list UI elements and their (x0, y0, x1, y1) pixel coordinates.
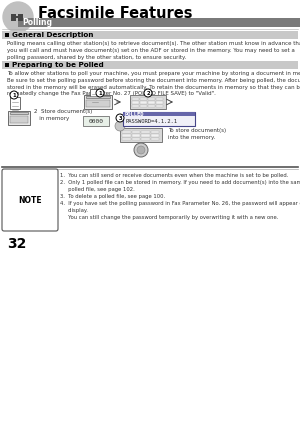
Bar (140, 101, 147, 104)
Bar (132, 105, 139, 107)
Bar (148, 101, 155, 104)
Bar (151, 134, 159, 137)
Text: 0000: 0000 (88, 119, 104, 124)
Bar (132, 101, 139, 104)
Bar (86, 96, 110, 98)
Bar (132, 98, 139, 100)
Bar (122, 138, 130, 140)
Bar (156, 105, 163, 107)
Bar (5, 62, 9, 66)
Bar (120, 128, 162, 142)
Bar (151, 138, 159, 140)
Text: Polling: Polling (22, 18, 52, 27)
Bar (123, 112, 195, 116)
Bar (140, 105, 147, 107)
Bar (84, 95, 112, 109)
Bar (141, 134, 149, 137)
Text: Facsimile Features: Facsimile Features (38, 6, 193, 20)
Bar (131, 131, 140, 133)
Text: 1: 1 (12, 93, 16, 97)
Circle shape (134, 143, 148, 157)
Bar (86, 100, 110, 107)
Bar (123, 112, 195, 126)
Bar (141, 131, 149, 133)
Circle shape (137, 146, 145, 154)
Bar (10, 97, 20, 109)
Bar (140, 98, 147, 100)
Text: General Description: General Description (12, 32, 94, 38)
Bar (8, 111, 30, 125)
Circle shape (144, 89, 152, 97)
Bar (156, 98, 163, 100)
Bar (11, 14, 16, 21)
Bar (141, 138, 149, 140)
Bar (10, 116, 28, 123)
Bar (122, 134, 130, 137)
Bar (2, 31, 298, 39)
Bar (130, 95, 166, 109)
Circle shape (115, 121, 125, 131)
Circle shape (96, 89, 104, 97)
Text: 1.  You can still send or receive documents even when the machine is set to be p: 1. You can still send or receive documen… (60, 173, 300, 220)
Bar (151, 131, 159, 133)
Circle shape (3, 2, 33, 32)
Bar (18, 14, 23, 21)
Text: Preparing to be Polled: Preparing to be Polled (12, 62, 104, 68)
Text: 32: 32 (7, 237, 26, 251)
Circle shape (10, 91, 18, 99)
Bar (83, 116, 109, 126)
Text: To store document(s)
into the memory.: To store document(s) into the memory. (168, 128, 226, 140)
Bar (148, 98, 155, 100)
Bar (148, 105, 155, 107)
Circle shape (116, 114, 124, 122)
Bar (5, 32, 9, 37)
Text: 2: 2 (146, 91, 150, 96)
Bar (90, 89, 100, 97)
Text: 3: 3 (118, 116, 122, 121)
Text: 1: 1 (98, 91, 102, 96)
Text: NOTE: NOTE (18, 196, 42, 204)
Bar (131, 138, 140, 140)
Text: POLLED: POLLED (125, 111, 145, 116)
Text: To allow other stations to poll your machine, you must prepare your machine by s: To allow other stations to poll your mac… (7, 71, 300, 96)
Text: PASSWORD=4.1.2.1: PASSWORD=4.1.2.1 (125, 119, 177, 124)
Bar (10, 112, 28, 114)
Bar (13, 16, 21, 18)
Bar (156, 101, 163, 104)
Bar (131, 134, 140, 137)
Bar (122, 131, 130, 133)
Text: Polling means calling other station(s) to retrieve document(s). The other statio: Polling means calling other station(s) t… (7, 41, 300, 60)
Bar (18, 18, 300, 27)
Text: 2  Store document(s)
   in memory: 2 Store document(s) in memory (34, 109, 92, 121)
Bar (2, 61, 298, 69)
FancyBboxPatch shape (2, 169, 58, 231)
